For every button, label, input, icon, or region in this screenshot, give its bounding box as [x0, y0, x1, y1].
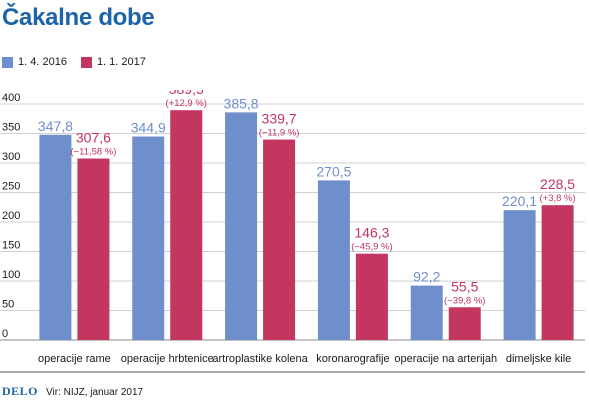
- data-label: 55,5: [451, 278, 478, 294]
- data-label: 344,9: [131, 120, 166, 136]
- y-tick-label: 0: [2, 328, 8, 340]
- legend-swatch-2016: [2, 56, 13, 68]
- x-tick-label: dimeljske kile: [506, 353, 571, 365]
- data-label: 92,2: [413, 269, 440, 285]
- data-label: 389,5: [169, 90, 204, 97]
- bar: [355, 253, 388, 340]
- y-tick-label: 400: [2, 92, 20, 104]
- data-label: 220,1: [502, 193, 537, 209]
- x-tick-label: koronarografije: [316, 353, 389, 365]
- y-tick-label: 200: [2, 210, 20, 222]
- data-label: 146,3: [354, 225, 389, 241]
- bar-chart: 0 50 100 150 200 250 300 350 400 operacije rame 34…: [0, 90, 585, 373]
- bar: [77, 158, 110, 340]
- x-tick-label: operacije na arterijah: [394, 353, 497, 365]
- change-label: (+12,9 %): [166, 98, 207, 109]
- x-tick-label: artroplastike kolena: [212, 353, 308, 365]
- data-label: 347,8: [38, 118, 73, 134]
- y-tick-label: 100: [2, 269, 20, 281]
- bar: [317, 180, 350, 340]
- y-tick-label: 50: [2, 299, 14, 311]
- source-note: Vir: NIJZ, januar 2017: [46, 387, 144, 398]
- x-tick-label: operacije hrbtenice: [121, 353, 214, 365]
- change-label: (−11,9 %): [259, 128, 300, 139]
- data-label: 228,5: [540, 176, 575, 192]
- legend-label-2017: 1. 1. 2017: [96, 56, 146, 68]
- y-tick-label: 250: [2, 181, 20, 193]
- data-label: 270,5: [316, 163, 351, 179]
- bar: [410, 285, 443, 340]
- chart-title: Čakalne dobe: [2, 4, 155, 31]
- y-tick-label: 150: [2, 240, 20, 252]
- footer: DELO Vir: NIJZ, januar 2017: [2, 384, 143, 399]
- bar: [170, 110, 203, 340]
- y-tick-label: 350: [2, 122, 20, 134]
- publisher-logo: DELO: [2, 384, 39, 398]
- x-tick-label: operacije rame: [38, 353, 111, 365]
- bar: [448, 307, 481, 340]
- bar: [541, 205, 574, 340]
- bar: [39, 134, 72, 340]
- legend-item-2017: 1. 1. 2017: [80, 56, 146, 68]
- bar: [132, 136, 165, 340]
- change-label: (−11,58 %): [70, 147, 116, 158]
- y-tick-label: 300: [2, 151, 20, 163]
- legend-swatch-2017: [80, 56, 92, 68]
- change-label: (+3,8 %): [539, 193, 575, 204]
- legend-item-2016: 1. 4. 2016: [2, 56, 67, 68]
- bar: [503, 210, 536, 340]
- change-label: (−39,8 %): [444, 295, 485, 306]
- legend: 1. 4. 2016 1. 1. 2017: [2, 56, 146, 68]
- data-label: 385,8: [224, 95, 259, 111]
- bar: [263, 139, 296, 340]
- change-label: (−45,9 %): [351, 242, 392, 253]
- legend-label-2016: 1. 4. 2016: [18, 56, 67, 68]
- data-label: 339,7: [262, 111, 297, 127]
- data-label: 307,6: [76, 130, 111, 146]
- bar: [225, 112, 258, 341]
